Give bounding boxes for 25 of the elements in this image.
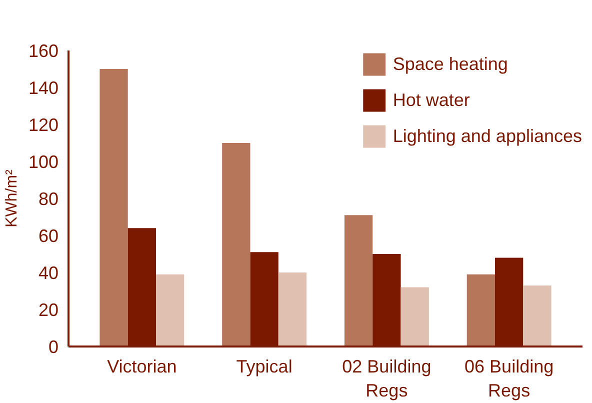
bar <box>100 69 128 346</box>
y-tick-label: 40 <box>38 263 59 283</box>
x-tick-label: 02 Building Regs <box>342 356 432 400</box>
x-tick-label: Typical <box>236 356 292 376</box>
bar <box>466 274 495 346</box>
y-tick-label: 140 <box>28 78 59 98</box>
y-tick-label: 20 <box>38 300 59 320</box>
y-tick-label: 100 <box>28 152 59 172</box>
legend-label: Space heating <box>392 54 508 74</box>
bar <box>222 143 250 346</box>
legend-label: Hot water <box>392 90 470 110</box>
bar <box>156 274 184 346</box>
y-tick-label: 160 <box>28 41 59 61</box>
bar <box>400 287 429 346</box>
x-tick-label: 06 Building Regs <box>464 356 554 400</box>
y-tick-label: 80 <box>38 189 59 209</box>
bar <box>278 272 307 346</box>
y-axis-title: KWh/m² <box>3 168 20 228</box>
y-tick-label: 60 <box>38 226 59 246</box>
y-tick-label: 0 <box>48 337 59 357</box>
bar <box>523 285 552 346</box>
bar <box>344 215 373 346</box>
x-tick-label: Victorian <box>107 356 177 376</box>
legend-label: Lighting and appliances <box>392 126 582 146</box>
y-tick-label: 120 <box>28 115 59 135</box>
